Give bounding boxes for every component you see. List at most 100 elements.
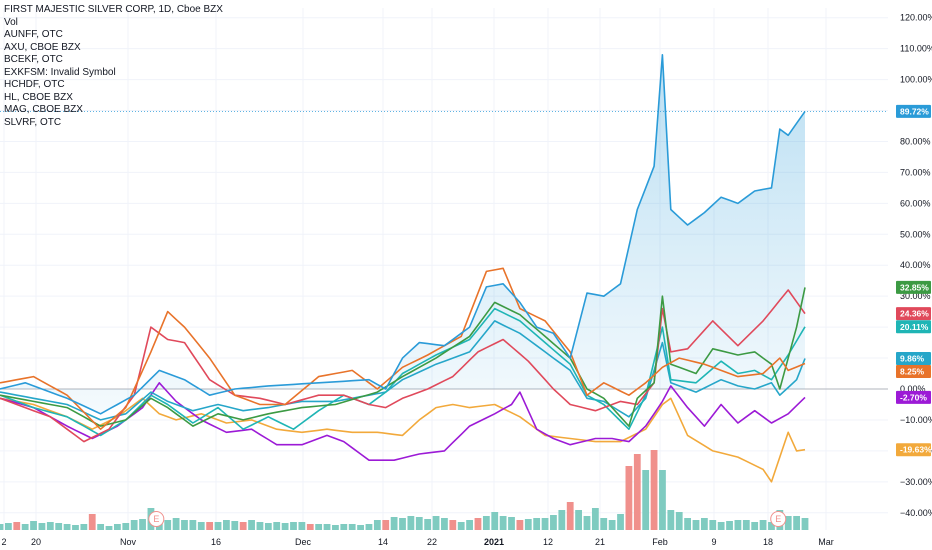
y-tick-label: 50.00% bbox=[900, 229, 931, 239]
x-tick-label: 22 bbox=[427, 537, 437, 547]
volume-bar bbox=[700, 518, 708, 530]
volume-bar bbox=[172, 518, 180, 530]
volume-bar bbox=[768, 522, 775, 530]
volume-bar bbox=[340, 524, 348, 530]
y-tick-label: −40.00% bbox=[900, 508, 932, 518]
legend-item-hchdf[interactable]: HCHDF, OTC bbox=[4, 79, 65, 90]
x-tick-label: 2021 bbox=[484, 537, 504, 547]
volume-bar bbox=[432, 516, 440, 530]
value-badge bbox=[896, 390, 931, 404]
volume-bar bbox=[130, 520, 138, 530]
value-badge-label: 24.36% bbox=[900, 309, 929, 319]
volume-bar bbox=[524, 519, 532, 530]
volume-bar bbox=[273, 522, 281, 530]
volume-bar bbox=[30, 521, 37, 530]
x-tick-label: Feb bbox=[652, 537, 668, 547]
earnings-marker-icon[interactable] bbox=[148, 511, 165, 527]
volume-bar bbox=[784, 516, 792, 530]
volume-bar bbox=[642, 470, 650, 530]
y-tick-label: 80.00% bbox=[900, 136, 931, 146]
volume-bar bbox=[482, 516, 490, 530]
volume-bar bbox=[38, 523, 46, 530]
series-line-green[interactable] bbox=[0, 287, 806, 427]
volume-bar bbox=[541, 518, 549, 530]
volume-bar bbox=[122, 523, 130, 530]
volume-bar bbox=[659, 470, 666, 530]
volume-bar bbox=[583, 516, 591, 530]
volume-bar bbox=[21, 524, 29, 530]
value-badge-label: 20.11% bbox=[900, 322, 929, 332]
volume-bar bbox=[63, 524, 71, 530]
x-tick-label: 14 bbox=[378, 537, 388, 547]
x-tick-label: 18 bbox=[763, 537, 773, 547]
value-badge bbox=[896, 351, 931, 365]
y-tick-label: −30.00% bbox=[900, 477, 932, 487]
volume-bar bbox=[80, 524, 88, 530]
y-tick-label: 120.00% bbox=[900, 13, 932, 23]
y-tick-label: 70.00% bbox=[900, 167, 931, 177]
volume-bar bbox=[407, 516, 415, 530]
x-tick-label: 20 bbox=[31, 537, 41, 547]
volume-bar bbox=[390, 517, 398, 530]
volume-bar bbox=[164, 520, 172, 530]
value-badge-label: 89.72% bbox=[900, 106, 929, 116]
volume-bar bbox=[281, 523, 289, 530]
volume-bar bbox=[734, 520, 742, 530]
series-line-gold[interactable] bbox=[0, 397, 806, 483]
value-badge bbox=[896, 443, 931, 457]
legend-item-slvrf[interactable]: SLVRF, OTC bbox=[4, 116, 62, 128]
x-tick-label: 12 bbox=[543, 537, 553, 547]
volume-bar bbox=[298, 522, 306, 530]
legend-item-mag[interactable]: MAG, CBOE BZX bbox=[4, 104, 83, 115]
value-badge-label: 9.86% bbox=[900, 353, 925, 363]
value-badge-label: 32.85% bbox=[900, 282, 929, 292]
y-tick-label: 40.00% bbox=[900, 260, 931, 270]
series-line-orange[interactable] bbox=[0, 267, 806, 430]
legend-vol: Vol bbox=[4, 16, 18, 28]
legend-item-axu[interactable]: AXU, CBOE BZX bbox=[4, 41, 81, 53]
series-line-purple[interactable] bbox=[0, 382, 806, 461]
volume-bar bbox=[759, 520, 767, 530]
volume-bar bbox=[516, 520, 524, 530]
legend-item-bcekf[interactable]: BCEKF, OTC bbox=[4, 54, 63, 65]
series-line-cyan[interactable] bbox=[0, 320, 806, 421]
volume-bar bbox=[382, 520, 390, 530]
y-tick-label: −10.00% bbox=[900, 415, 932, 425]
volume-bar bbox=[223, 520, 230, 530]
y-tick-label: 60.00% bbox=[900, 198, 931, 208]
volume-bar bbox=[348, 524, 356, 530]
earnings-marker-icon[interactable] bbox=[770, 511, 787, 527]
volume-bar bbox=[139, 519, 146, 530]
volume-bar bbox=[197, 522, 205, 530]
value-badge bbox=[896, 104, 931, 118]
value-badge bbox=[896, 320, 931, 334]
series-line-main[interactable] bbox=[0, 54, 806, 415]
volume-bar bbox=[550, 515, 557, 530]
value-badge bbox=[896, 280, 931, 294]
volume-bar bbox=[415, 517, 423, 530]
volume-bar bbox=[332, 525, 339, 530]
value-badge bbox=[896, 364, 931, 378]
value-badge-label: -2.70% bbox=[900, 392, 927, 402]
volume-bar bbox=[306, 524, 314, 530]
volume-bar bbox=[491, 512, 499, 530]
y-tick-label: 0.00% bbox=[900, 384, 926, 394]
volume-bar bbox=[742, 520, 750, 530]
volume-bar bbox=[608, 520, 616, 530]
value-badge bbox=[896, 307, 931, 321]
volume-bar bbox=[801, 518, 809, 530]
volume-bar bbox=[214, 522, 222, 530]
volume-bar bbox=[239, 522, 247, 530]
legend-item-hl[interactable]: HL, CBOE BZX bbox=[4, 91, 73, 103]
volume-bar bbox=[591, 508, 599, 530]
volume-bar bbox=[466, 520, 473, 530]
legend-item-aunff[interactable]: AUNFF, OTC bbox=[4, 29, 63, 40]
legend-item-exkfsm[interactable]: EXKFSM: Invalid Symbol bbox=[4, 66, 116, 78]
main-series-area bbox=[0, 54, 805, 414]
volume-bar bbox=[726, 521, 733, 530]
volume-bar bbox=[231, 521, 239, 530]
x-tick-label: 9 bbox=[711, 537, 716, 547]
volume-bar bbox=[373, 520, 381, 530]
volume-bar bbox=[617, 514, 624, 530]
